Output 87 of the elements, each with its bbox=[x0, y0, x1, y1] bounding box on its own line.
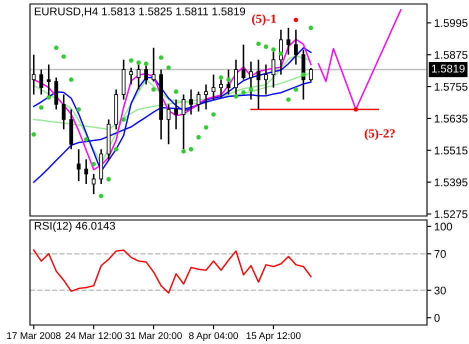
point bbox=[218, 75, 224, 80]
point bbox=[91, 162, 96, 166]
point bbox=[188, 146, 194, 152]
candlestick bbox=[242, 44, 246, 80]
x-tick-label: 17 Mar 2008 bbox=[7, 332, 61, 340]
point bbox=[256, 42, 261, 46]
point bbox=[76, 107, 81, 112]
point bbox=[271, 47, 276, 52]
y-tick-label: 1.5995 bbox=[434, 19, 468, 27]
chart-title: RSI(12) 46.0143 bbox=[34, 222, 116, 232]
point bbox=[174, 89, 178, 94]
y-tick-label: 0 bbox=[434, 314, 440, 322]
line-series bbox=[33, 249, 312, 294]
candlestick bbox=[249, 60, 253, 100]
point bbox=[234, 94, 238, 99]
point bbox=[286, 97, 291, 102]
y-tick-label: 70 bbox=[434, 250, 446, 258]
point bbox=[166, 65, 171, 70]
point bbox=[136, 60, 141, 65]
candlestick bbox=[39, 68, 44, 96]
point bbox=[211, 112, 216, 117]
y-tick-label: 1.5755 bbox=[434, 82, 468, 91]
candlestick bbox=[76, 148, 81, 182]
point bbox=[61, 54, 66, 59]
candlestick bbox=[308, 67, 313, 82]
candlestick bbox=[129, 66, 134, 86]
point bbox=[264, 44, 268, 49]
point bbox=[84, 137, 88, 142]
candlestick bbox=[46, 64, 51, 98]
point bbox=[181, 149, 186, 154]
point bbox=[32, 132, 36, 137]
candlestick bbox=[136, 60, 141, 90]
candlestick bbox=[152, 47, 156, 82]
candlestick bbox=[166, 104, 170, 145]
candlestick bbox=[264, 64, 268, 96]
candlestick bbox=[212, 74, 216, 100]
point bbox=[128, 58, 134, 63]
ref-line-label: 1.5819 bbox=[432, 64, 465, 73]
point bbox=[294, 87, 298, 92]
point bbox=[106, 176, 111, 182]
point bbox=[294, 18, 298, 22]
point bbox=[114, 146, 118, 152]
candlestick bbox=[54, 76, 58, 110]
y-tick-label: 1.5875 bbox=[434, 50, 468, 59]
chart-title: EURUSD,H4 1.5813 1.5825 1.5811 1.5819 bbox=[34, 7, 246, 17]
point bbox=[151, 87, 156, 92]
x-tick-label: 24 Mar 12:00 bbox=[66, 332, 122, 340]
point bbox=[98, 194, 104, 198]
line-series bbox=[318, 9, 402, 110]
point bbox=[158, 55, 164, 60]
point bbox=[226, 77, 231, 82]
candlestick bbox=[196, 90, 200, 112]
y-tick-label: 1.5275 bbox=[434, 210, 468, 218]
candlestick bbox=[92, 173, 96, 195]
annotation: (5)-1 bbox=[252, 14, 276, 26]
point bbox=[308, 26, 314, 30]
y-tick-label: 1.5635 bbox=[434, 114, 468, 123]
annotation: (5)-2? bbox=[364, 128, 395, 140]
x-tick-label: 31 Mar 20:00 bbox=[125, 332, 182, 340]
candlestick bbox=[204, 84, 208, 110]
point bbox=[144, 61, 148, 66]
point bbox=[248, 87, 254, 92]
y-tick-label: 100 bbox=[434, 222, 452, 231]
candlestick bbox=[286, 27, 290, 56]
point bbox=[54, 46, 58, 50]
candlestick bbox=[62, 94, 66, 130]
candlestick bbox=[226, 68, 230, 96]
candlestick bbox=[256, 58, 260, 110]
point bbox=[46, 95, 51, 100]
candlestick bbox=[174, 98, 178, 130]
y-tick-label: 30 bbox=[434, 286, 446, 294]
candlestick bbox=[294, 28, 298, 66]
point bbox=[38, 105, 44, 110]
point bbox=[196, 135, 201, 140]
y-tick-label: 1.5395 bbox=[434, 178, 468, 186]
point bbox=[204, 125, 208, 130]
point bbox=[354, 107, 358, 112]
y-tick-label: 1.5515 bbox=[434, 146, 468, 154]
point bbox=[68, 77, 74, 82]
point bbox=[121, 117, 126, 122]
candlestick bbox=[84, 158, 88, 185]
point bbox=[278, 51, 284, 56]
point bbox=[301, 72, 306, 77]
x-tick-label: 15 Apr 12:00 bbox=[246, 332, 301, 342]
point bbox=[241, 90, 246, 95]
x-tick-label: 8 Apr 04:00 bbox=[189, 332, 238, 342]
candlestick bbox=[189, 88, 193, 116]
